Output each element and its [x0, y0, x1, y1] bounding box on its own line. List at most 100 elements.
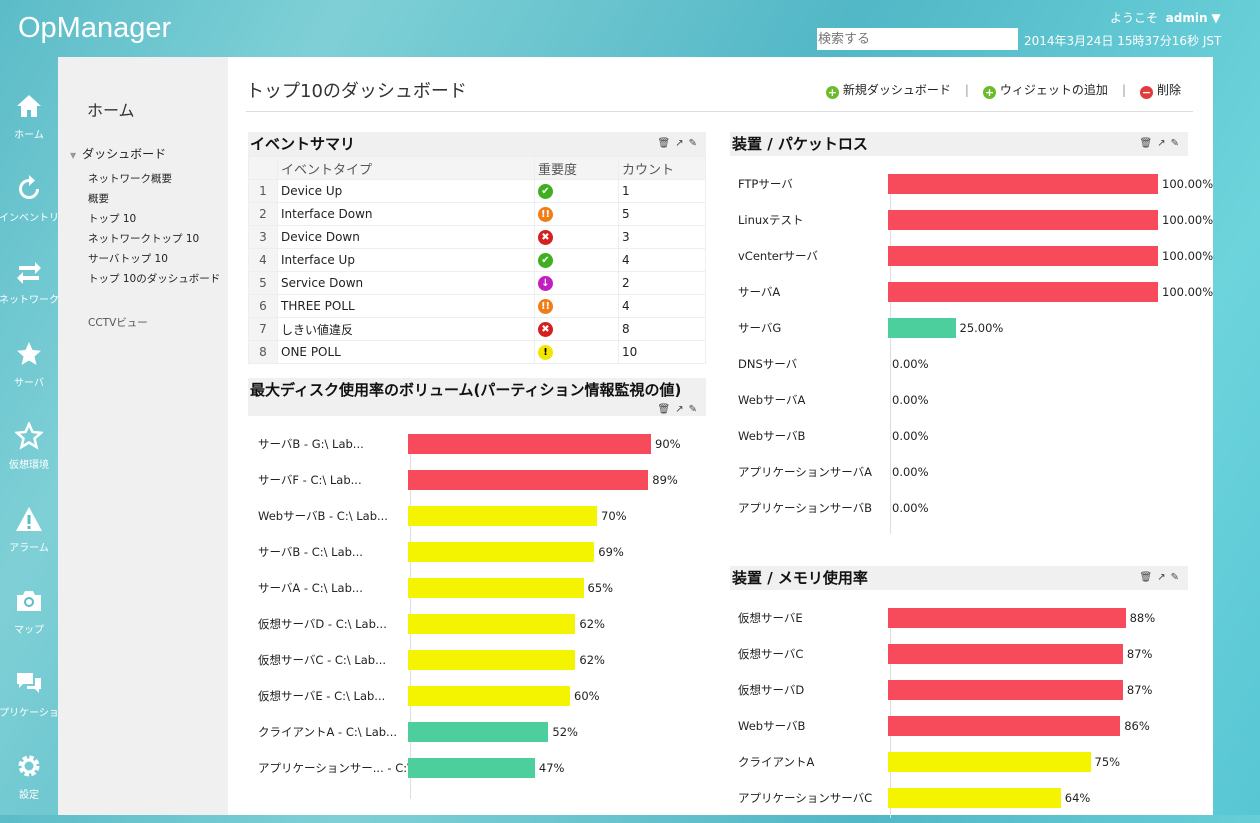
refresh-icon [19, 174, 39, 199]
nav-item[interactable]: サーバトップ 10 [88, 253, 168, 265]
rail-item-4[interactable]: 仮想環境 [0, 410, 58, 493]
bar-label: 仮想サーバD - C:\ Lab... [258, 617, 387, 631]
event-count: 3 [618, 225, 706, 249]
nav-home[interactable]: ホーム [87, 101, 135, 120]
widget-tools[interactable]: 🗑↗✎ [1139, 138, 1184, 149]
datetime: 2014年3月24日 15時37分16秒 JST [1024, 34, 1222, 48]
rail-label: ネットワーク [0, 295, 59, 306]
bar[interactable] [888, 716, 1121, 736]
bar-value: 100.00% [1162, 177, 1214, 191]
table-row[interactable]: 4 Interface Up ✔ 4 [248, 248, 706, 272]
widget-tools[interactable]: 🗑↗✎ [657, 404, 702, 415]
bar-value: 70% [601, 509, 627, 523]
table-row[interactable]: 1 Device Up ✔ 1 [248, 179, 706, 203]
bar-label: サーバA - C:\ Lab... [258, 581, 363, 595]
widget-title: イベントサマリ [250, 135, 356, 153]
plus-icon: + [825, 86, 839, 99]
bar-label: サーバB - G:\ Lab... [258, 437, 364, 451]
bar[interactable] [408, 686, 570, 706]
rail-label: インベントリ [0, 212, 59, 224]
bar[interactable] [408, 614, 576, 634]
bar[interactable] [888, 318, 956, 338]
bar-label: アプリケーションサーバB [738, 501, 873, 515]
rail-item-1[interactable]: インベントリ [0, 163, 59, 246]
table-row[interactable]: 6 THREE POLL!! 4 [248, 294, 706, 318]
rail-item-0[interactable]: ホーム [0, 80, 58, 163]
bar[interactable] [408, 650, 576, 670]
bar[interactable] [408, 506, 597, 526]
bar-value: 86% [1124, 719, 1150, 733]
bar[interactable] [408, 722, 549, 742]
rail-item-3[interactable]: サーバ [0, 328, 58, 411]
bar[interactable] [408, 470, 649, 490]
bar-label: クライアントA [738, 755, 815, 769]
col-count[interactable]: カウント [618, 156, 706, 180]
table-row[interactable]: 8 ONE POLL! 10 [248, 340, 706, 364]
event-count: 4 [618, 294, 706, 318]
nav-dashboard-group[interactable]: ▼ ダッシュボード [70, 145, 166, 162]
col-index [248, 156, 278, 180]
chat-icon [17, 672, 41, 693]
nav-item[interactable]: 概要 [88, 193, 109, 205]
bar[interactable] [408, 578, 584, 598]
bar-row: FTPサーバ 100.00% [738, 174, 1213, 194]
event-type: Device Down [277, 225, 535, 249]
bar-value: 62% [579, 617, 605, 631]
add-widget-button[interactable]: + ウィジェットの追加 [982, 81, 1108, 99]
row-index: 2 [248, 202, 278, 226]
table-row[interactable]: 5 Service Down ↓ 2 [248, 271, 706, 295]
rail-item-8[interactable]: 設定 [0, 740, 58, 823]
bar-value: 65% [587, 581, 614, 595]
bar[interactable] [888, 246, 1158, 266]
bar-row: WebサーバA 0.00% [738, 390, 1208, 410]
nav-cctv[interactable]: CCTVビュー [88, 317, 148, 329]
widget-tools[interactable]: 🗑↗✎ [1139, 572, 1184, 583]
plus-icon: + [982, 86, 996, 99]
bar[interactable] [408, 434, 651, 454]
bar[interactable] [888, 752, 1091, 772]
bar-row: クライアントA 75% [738, 752, 1208, 772]
bar-value: 88% [1129, 611, 1156, 625]
bar[interactable] [888, 210, 1158, 230]
new-dashboard-button[interactable]: + 新規ダッシュボード [825, 81, 951, 99]
user-menu[interactable]: ようこそ admin ▼ [1110, 9, 1221, 26]
widget-title: 装置 / パケットロス [732, 135, 868, 153]
bar-label: WebサーバB - C:\ Lab... [258, 509, 388, 523]
bar[interactable] [888, 282, 1158, 302]
bar-label: Linuxテスト [738, 213, 804, 227]
widget-title: 最大ディスク使用率のボリューム(パーティション情報監視の値) [250, 381, 682, 399]
dashboard-content: トップ10のダッシュボード + 新規ダッシュボード | + ウィジェットの追加 | … [228, 57, 1213, 818]
bar-label: アプリケーションサーバA [738, 465, 873, 479]
row-index: 6 [248, 294, 278, 318]
widget-tools[interactable]: 🗑↗✎ [657, 138, 702, 149]
row-index: 5 [248, 271, 278, 295]
search-input[interactable] [817, 28, 1018, 50]
bar[interactable] [888, 680, 1123, 700]
nav-item[interactable]: トップ 10のダッシュボード [88, 273, 221, 285]
col-event-type[interactable]: イベントタイプ [277, 156, 535, 180]
bar[interactable] [408, 542, 595, 562]
bar[interactable] [888, 644, 1123, 664]
bar-row: サーバB - G:\ Lab... 90% [258, 434, 688, 454]
bar[interactable] [888, 788, 1061, 808]
nav-item[interactable]: ネットワーク概要 [88, 173, 172, 185]
nav-item[interactable]: トップ 10 [88, 213, 137, 225]
delete-button[interactable]: − 削除 [1139, 81, 1181, 99]
nav-item[interactable]: ネットワークトップ 10 [88, 233, 200, 245]
welcome-text: ようこそ [1110, 11, 1159, 25]
table-row[interactable]: 3 Device Down ✖ 3 [248, 225, 706, 249]
col-severity[interactable]: 重要度 [534, 156, 619, 180]
table-row[interactable]: 7 しきい値違反 ✖ 8 [248, 317, 706, 341]
bar[interactable] [888, 608, 1126, 628]
rail-item-5[interactable]: アラーム [0, 493, 58, 576]
bar-row: クライアントA - C:\ Lab... 52% [258, 722, 688, 742]
bar[interactable] [408, 758, 535, 778]
rail-item-2[interactable]: ネットワーク [0, 245, 59, 328]
bar-value: 87% [1126, 683, 1153, 697]
rail-item-7[interactable]: アプリケーション [0, 658, 69, 741]
bar-label: 仮想サーバC - C:\ Lab... [258, 653, 387, 667]
rail-item-6[interactable]: マップ [0, 575, 58, 658]
table-row[interactable]: 2 Interface Down!! 5 [248, 202, 706, 226]
bar[interactable] [888, 174, 1158, 194]
nav-dashboard-label: ダッシュボード [82, 147, 167, 161]
